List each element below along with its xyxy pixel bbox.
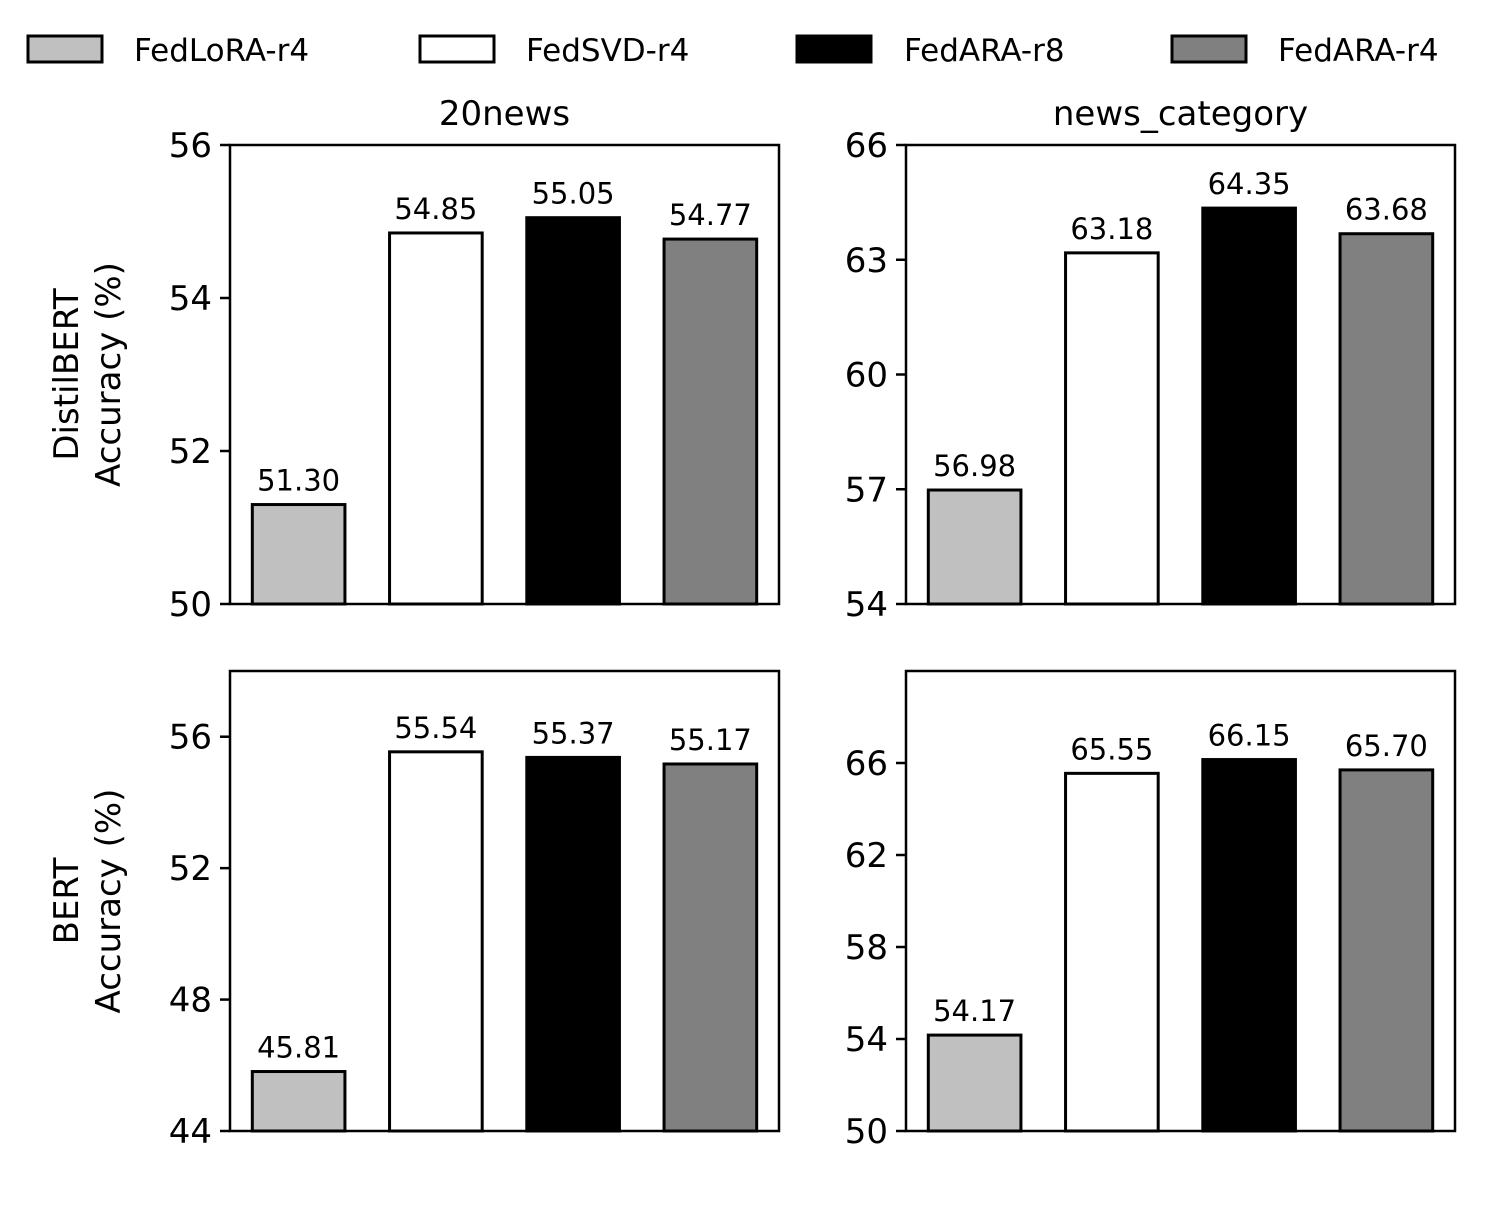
data-label-fedlora-r4: 51.30 (257, 464, 340, 498)
axes-frame (228, 669, 781, 1133)
y-tick-label: 66 (845, 744, 888, 784)
legend-label: FedLoRA-r4 (134, 33, 309, 69)
axes-frame (904, 669, 1457, 1133)
panel-title: news_category (1053, 94, 1308, 134)
y-axis-label: BERT (47, 857, 87, 944)
data-label-fedsvd-r4: 55.54 (394, 711, 477, 745)
data-label-fedsvd-r4: 54.85 (394, 192, 477, 226)
y-tick-label: 66 (845, 126, 888, 166)
data-label-fedsvd-r4: 65.55 (1070, 732, 1153, 766)
bar-fedara-r4 (662, 237, 759, 606)
chart-panel-1: 51.30 54.85 55.05 54.77 50 52 54 56 20news Distil… (47, 94, 781, 625)
bar-fedsvd-r4 (1064, 251, 1160, 606)
legend-swatch (1170, 34, 1248, 64)
legend-label: FedARA-r8 (904, 33, 1065, 69)
bar-fedlora-r4 (926, 1033, 1023, 1133)
y-tick-label: 54 (845, 585, 888, 625)
bar-fedara-r4 (662, 762, 759, 1133)
data-label-fedlora-r4: 45.81 (257, 1031, 340, 1065)
legend-item-fedara-r8: FedARA-r8 (795, 33, 1065, 69)
bar-fedsvd-r4 (388, 750, 484, 1133)
legend-item-fedara-r4: FedARA-r4 (1170, 33, 1439, 69)
y-tick-label: 63 (845, 241, 888, 281)
data-label-fedara-r8: 66.15 (1208, 719, 1291, 753)
y-axis-label: DistilBERT (47, 288, 87, 461)
data-label-fedara-r4: 63.68 (1345, 193, 1428, 227)
y-tick-label: 56 (169, 718, 212, 758)
data-label-fedara-r8: 55.37 (532, 716, 615, 750)
y-tick-label: 62 (845, 836, 888, 876)
y-tick-label: 54 (169, 279, 212, 319)
legend-item-fedsvd-r4: FedSVD-r4 (418, 33, 689, 69)
legend-swatch (26, 34, 104, 64)
legend-label: FedSVD-r4 (526, 33, 689, 69)
bar-fedara-r4 (1338, 768, 1435, 1133)
data-label-fedara-r4: 55.17 (669, 723, 752, 757)
legend-swatch (418, 34, 496, 64)
y-tick-label: 56 (169, 126, 212, 166)
data-label-fedara-r8: 64.35 (1208, 167, 1291, 201)
data-label-fedlora-r4: 56.98 (933, 449, 1016, 483)
bar-fedsvd-r4 (1064, 771, 1160, 1133)
legend-swatch (795, 34, 873, 64)
y-tick-label: 60 (845, 356, 888, 396)
chart-panels: 51.30 54.85 55.05 54.77 50 52 54 56 20news Distil… (47, 94, 1457, 1152)
bar-fedara-r8 (525, 216, 621, 606)
bar-fedlora-r4 (926, 488, 1023, 606)
data-label-fedlora-r4: 54.17 (933, 994, 1016, 1028)
chart-panel-4: 54.17 65.55 66.15 65.70 50 54 58 62 66 (845, 669, 1457, 1152)
y-tick-label: 48 (169, 981, 212, 1021)
y-tick-label: 50 (169, 585, 212, 625)
y-tick-label: 57 (845, 470, 888, 510)
y-tick-label: 54 (845, 1020, 888, 1060)
legend-label: FedARA-r4 (1278, 33, 1439, 69)
panel-title: 20news (439, 94, 570, 134)
chart-panel-3: 45.81 55.54 55.37 55.17 44 48 52 56 BERT Accuracy… (47, 669, 781, 1152)
legend-item-fedlora-r4: FedLoRA-r4 (26, 33, 309, 69)
data-label-fedara-r4: 65.70 (1345, 729, 1428, 763)
bar-fedsvd-r4 (388, 231, 484, 606)
chart-panel-2: 56.98 63.18 64.35 63.68 54 57 60 63 66 news_categ… (845, 94, 1457, 625)
data-label-fedara-r8: 55.05 (532, 177, 615, 211)
bar-fedlora-r4 (250, 503, 347, 606)
y-axis-label: Accuracy (%) (89, 262, 129, 487)
bar-fedara-r8 (1201, 206, 1297, 606)
bar-fedlora-r4 (250, 1070, 347, 1133)
data-label-fedara-r4: 54.77 (669, 198, 752, 232)
y-tick-label: 44 (169, 1112, 212, 1152)
axes-frame (228, 143, 781, 606)
y-tick-label: 58 (845, 928, 888, 968)
y-tick-label: 52 (169, 432, 212, 472)
bar-fedara-r4 (1338, 232, 1435, 606)
legend: FedLoRA-r4 FedSVD-r4 FedARA-r8 FedARA-r4 (26, 33, 1439, 69)
data-label-fedsvd-r4: 63.18 (1070, 212, 1153, 246)
y-tick-label: 52 (169, 849, 212, 889)
bar-fedara-r8 (1201, 758, 1297, 1133)
y-tick-label: 50 (845, 1112, 888, 1152)
bar-fedara-r8 (525, 755, 621, 1133)
y-axis-label: Accuracy (%) (89, 789, 129, 1014)
